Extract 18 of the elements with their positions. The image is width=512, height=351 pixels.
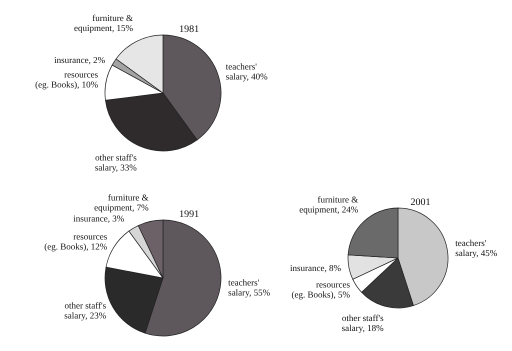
text: 1981 xyxy=(179,24,200,35)
slice-label: other staff's salary, 33% xyxy=(94,152,138,173)
slice-label: insurance, 2% xyxy=(54,55,106,66)
slice-label: insurance, 3% xyxy=(73,214,125,224)
slice-label: insurance, 8% xyxy=(290,262,342,273)
text: 1991 xyxy=(179,209,200,220)
slice-label: resources (eg. Books), 5% xyxy=(292,280,351,300)
slice-label: resources (eg. Books), 10% xyxy=(35,70,99,90)
slice-label: resources (eg. Books), 12% xyxy=(44,232,108,252)
slice-label: teachers' salary, 55% xyxy=(228,277,271,298)
slice-label: furniture & equipment, 24% xyxy=(299,194,359,215)
slice-label: teachers' salary, 40% xyxy=(226,62,268,82)
slice-label: other staff's salary, 23% xyxy=(64,300,107,321)
chart-title: 2001 xyxy=(410,197,430,208)
slice-label: furniture & equipment, 7% xyxy=(94,192,150,213)
slice-label: teachers' salary, 45% xyxy=(455,238,498,258)
slice-label: furniture & equipment, 15% xyxy=(74,13,134,34)
slice-label: other staff's salary, 18% xyxy=(342,313,384,334)
